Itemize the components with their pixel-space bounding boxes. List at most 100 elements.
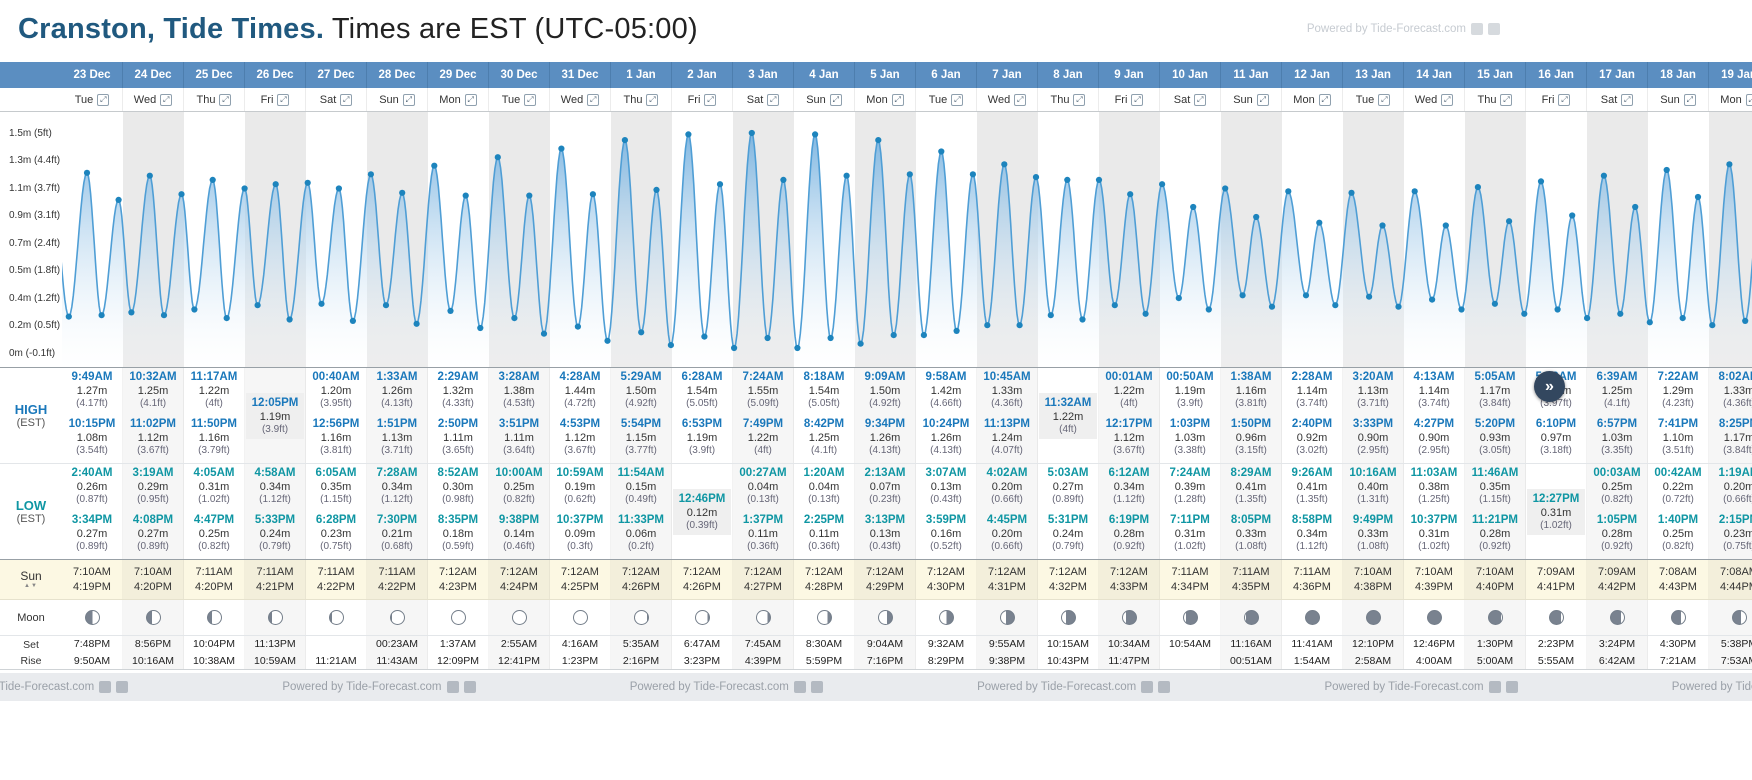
tide-time: 7:22AM [1657,371,1699,383]
expand-icon[interactable]: ⤢ [767,93,780,106]
tide-height-m: 1.03m [1174,432,1206,444]
tide-height-ft: (3.05ft) [1479,445,1511,456]
expand-icon[interactable]: ⤢ [1745,93,1752,106]
tide-height-ft: (0.79ft) [1052,541,1084,552]
tide-time: 5:03AM [1047,467,1089,479]
date-cell[interactable]: 3 Jan [733,62,794,88]
sun-cell: 7:11AM 4:21PM [245,560,306,599]
expand-icon[interactable]: ⤢ [219,93,232,106]
expand-icon[interactable]: ⤢ [829,93,842,106]
expand-icon[interactable]: ⤢ [97,93,110,106]
date-cell[interactable]: 17 Jan [1587,62,1648,88]
date-cell[interactable]: 24 Dec [123,62,184,88]
expand-icon[interactable]: ⤢ [1621,93,1634,106]
high-tide-cell: 9:49AM 1.27m (4.17ft) 10:15PM 1.08m (3.54ft) [62,368,123,463]
tide-height-ft: (0.95ft) [137,494,169,505]
tide-height-ft: (0.13ft) [808,494,840,505]
moonset-time: 12:10PM [1343,636,1404,653]
tide-height-m: 0.23m [320,528,352,540]
low-tide-cell: 3:19AM 0.29m (0.95ft) 4:08PM 0.27m (0.89ft) [123,464,184,559]
expand-icon[interactable]: ⤢ [1256,93,1269,106]
date-cell[interactable]: 5 Jan [855,62,916,88]
expand-icon[interactable]: ⤢ [1131,93,1144,106]
date-cell[interactable]: 28 Dec [367,62,428,88]
watermark-text: Powered by Tide-Forecast.com [1306,23,1466,35]
weekday-label: Mon [1720,93,1742,106]
date-cell[interactable]: 19 Jan [1709,62,1752,88]
moonset-time: 1:30PM [1465,636,1526,653]
date-cell[interactable]: 2 Jan [672,62,733,88]
tide-time: 00:42AM [1654,467,1702,479]
date-cell[interactable]: 10 Jan [1160,62,1221,88]
expand-icon[interactable]: ⤢ [891,93,904,106]
date-cell[interactable]: 1 Jan [611,62,672,88]
expand-icon[interactable]: ⤢ [277,93,290,106]
tide-height-ft: (1.08ft) [1235,541,1267,552]
date-cell[interactable]: 23 Dec [62,62,123,88]
date-cell[interactable]: 18 Jan [1648,62,1709,88]
expand-icon[interactable]: ⤢ [1194,93,1207,106]
date-cell[interactable]: 25 Dec [184,62,245,88]
date-cell[interactable]: 15 Jan [1465,62,1526,88]
expand-icon[interactable]: ⤢ [1014,93,1027,106]
expand-icon[interactable]: ⤢ [646,93,659,106]
watermark: Powered by Tide-Forecast.com [282,681,476,693]
date-cell[interactable]: 13 Jan [1343,62,1404,88]
expand-icon[interactable]: ⤢ [402,93,415,106]
tide-time: 5:05AM [1474,371,1516,383]
timezone-note: Times are EST (UTC-05:00) [324,13,698,45]
tide-time: 9:58AM [925,371,967,383]
expand-icon[interactable]: ⤢ [1378,93,1391,106]
moon-phase-icon [1426,610,1442,625]
date-cell[interactable]: 30 Dec [489,62,550,88]
sunrise-time: 7:11AM [256,566,294,578]
sunset-time: 4:39PM [1415,581,1453,593]
date-cell[interactable]: 29 Dec [428,62,489,88]
scroll-next-button[interactable]: » [1534,371,1565,402]
expand-icon[interactable]: ⤢ [524,93,537,106]
date-cell[interactable]: 26 Dec [245,62,306,88]
expand-icon[interactable]: ⤢ [1441,93,1454,106]
date-cell[interactable]: 11 Jan [1221,62,1282,88]
expand-icon[interactable]: ⤢ [160,93,173,106]
tide-height-ft: (3.79ft) [198,445,230,456]
low-tide-cell: 00:27AM 0.04m (0.13ft) 1:37PM 0.11m (0.36ft) [733,464,794,559]
expand-icon[interactable]: ⤢ [1500,93,1513,106]
expand-icon[interactable]: ⤢ [951,93,964,106]
watermark: Powered by Tide-Forecast.com [977,681,1171,693]
sunset-time: 4:22PM [317,581,355,593]
moonset-time: 10:04PM [184,636,245,653]
expand-icon[interactable]: ⤢ [464,93,477,106]
date-cell[interactable]: 4 Jan [794,62,855,88]
date-cell[interactable]: 16 Jan [1526,62,1587,88]
date-cell[interactable]: 8 Jan [1038,62,1099,88]
date-cell[interactable]: 6 Jan [916,62,977,88]
moonrise-label: Rise [20,655,42,667]
sunrise-time: 7:12AM [988,566,1026,578]
expand-icon[interactable]: ⤢ [704,93,717,106]
high-tide-cell: 10:32AM 1.25m (4.1ft) 11:02PM 1.12m (3.67ft) [123,368,184,463]
date-cell[interactable]: 9 Jan [1099,62,1160,88]
expand-icon[interactable]: ⤢ [587,93,600,106]
tide-height-m: 1.44m [564,385,596,397]
expand-icon[interactable]: ⤢ [340,93,353,106]
date-cell[interactable]: 31 Dec [550,62,611,88]
high-tide-cell: 8:02AM 1.33m(4.36ft) 8:25PM 1.17m(3.84ft) [1709,368,1752,463]
date-cell[interactable]: 12 Jan [1282,62,1343,88]
social-icon [1471,23,1483,35]
expand-icon[interactable]: ⤢ [1318,93,1331,106]
moon-phase-icon [511,610,527,625]
expand-icon[interactable]: ⤢ [1558,93,1571,106]
date-header-row: 23 Dec 24 Dec 25 Dec 26 Dec 27 Dec 28 Dec 29 D… [0,62,1752,88]
tide-chart[interactable] [62,112,1752,367]
expand-icon[interactable]: ⤢ [1073,93,1086,106]
sun-cell: 7:08AM 4:43PM [1648,560,1709,599]
date-cell[interactable]: 14 Jan [1404,62,1465,88]
date-cell[interactable]: 7 Jan [977,62,1038,88]
date-cell[interactable]: 27 Dec [306,62,367,88]
tide-time: 4:13AM [1413,371,1455,383]
tide-time: 1:03PM [1169,418,1211,430]
moon-phase-icon [877,610,893,625]
expand-icon[interactable]: ⤢ [1683,93,1696,106]
moonrise-time: 9:38PM [977,653,1038,669]
